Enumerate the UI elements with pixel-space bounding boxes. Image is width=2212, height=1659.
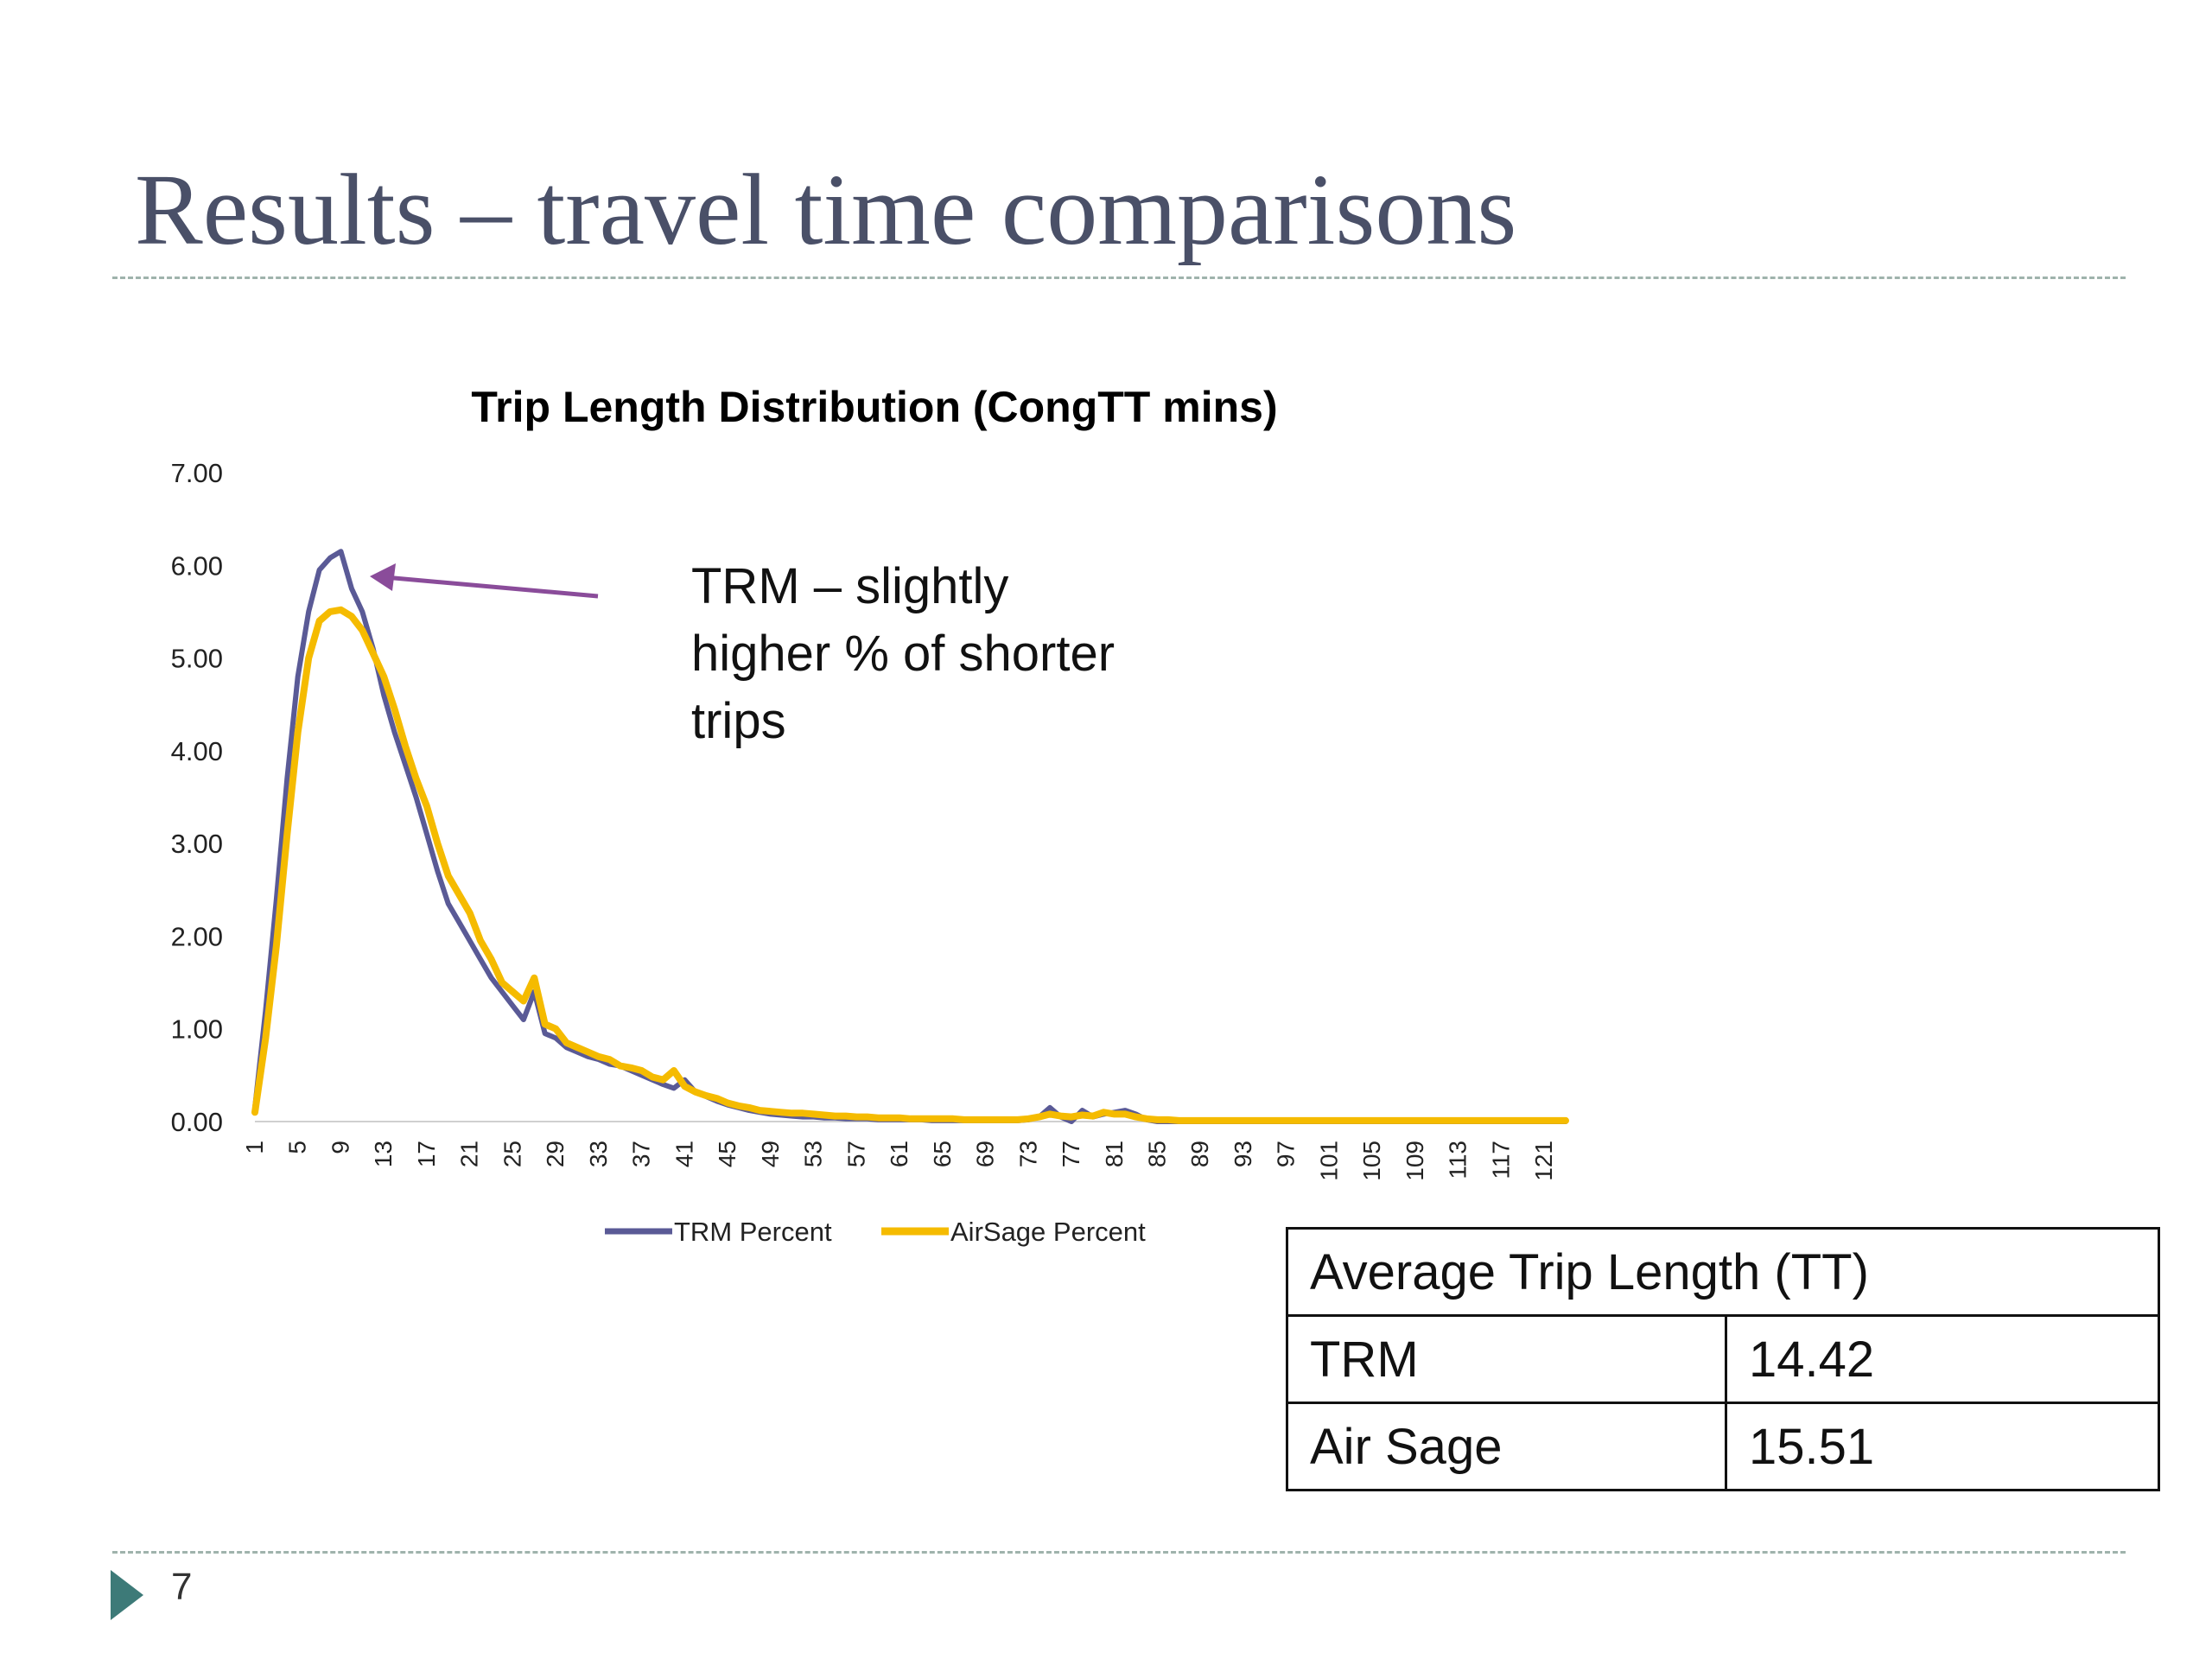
page-number: 7 <box>171 1566 193 1608</box>
x-tick-label: 97 <box>1273 1141 1300 1167</box>
y-tick-label: 2.00 <box>171 921 223 951</box>
chart-title: Trip Length Distribution (CongTT mins) <box>471 383 1277 431</box>
x-tick-label: 117 <box>1487 1141 1514 1179</box>
x-tick-label: 109 <box>1402 1141 1428 1181</box>
x-tick-label: 81 <box>1101 1141 1128 1167</box>
y-tick-label: 6.00 <box>171 550 223 581</box>
x-tick-label: 25 <box>499 1141 525 1167</box>
x-tick-label: 53 <box>800 1141 827 1167</box>
series-lines <box>251 549 1569 1124</box>
y-tick-label: 0.00 <box>171 1107 223 1137</box>
x-tick-label: 45 <box>714 1141 741 1167</box>
annotation-line: higher % of shorter <box>691 626 1116 682</box>
average-trip-length-table: Average Trip Length (TT) TRM 14.42 Air S… <box>1286 1227 2160 1491</box>
table-row: TRM 14.42 <box>1286 1314 2160 1404</box>
slide-title: Results – travel time comparisons <box>135 153 1517 266</box>
annotation-arrow-head <box>370 563 396 591</box>
table-header-row: Average Trip Length (TT) <box>1286 1227 2160 1317</box>
x-tick-label: 1 <box>241 1141 268 1154</box>
x-tick-label: 105 <box>1358 1141 1385 1181</box>
y-tick-label: 3.00 <box>171 829 223 859</box>
table-cell-value: 14.42 <box>1725 1314 2160 1404</box>
y-tick-label: 4.00 <box>171 736 223 766</box>
y-tick-label: 5.00 <box>171 644 223 674</box>
legend-label: TRM Percent <box>674 1217 832 1247</box>
y-tick-label: 1.00 <box>171 1014 223 1045</box>
x-tick-label: 21 <box>456 1141 483 1167</box>
x-tick-label: 121 <box>1530 1141 1557 1181</box>
x-tick-label: 57 <box>842 1141 869 1167</box>
x-tick-label: 73 <box>1014 1141 1041 1167</box>
x-tick-label: 5 <box>284 1141 311 1154</box>
x-tick-label: 13 <box>370 1141 397 1167</box>
x-tick-label: 37 <box>628 1141 655 1167</box>
x-tick-label: 17 <box>413 1141 440 1167</box>
x-tick-label: 85 <box>1143 1141 1170 1167</box>
x-tick-label: 89 <box>1186 1141 1213 1167</box>
x-tick-label: 65 <box>929 1141 956 1167</box>
annotation-line: trips <box>691 693 786 749</box>
chart-annotation: TRM – slightly higher % of shorter trips <box>691 553 1227 755</box>
x-tick-label: 9 <box>327 1141 353 1154</box>
x-tick-label: 93 <box>1230 1141 1256 1167</box>
series-line-airsage <box>251 606 1569 1124</box>
x-tick-label: 101 <box>1315 1141 1342 1181</box>
table-cell-label: TRM <box>1286 1314 1727 1404</box>
x-tick-label: 41 <box>671 1141 697 1167</box>
table-cell-value: 15.51 <box>1725 1402 2160 1491</box>
table-row: Air Sage 15.51 <box>1286 1402 2160 1491</box>
y-tick-label: 7.00 <box>171 458 223 488</box>
x-axis-ticks: 1 5 9 13 17 21 25 29 33 37 41 45 49 53 57 61 65 69 73 77 81 8… <box>241 1141 1557 1181</box>
x-tick-label: 29 <box>542 1141 569 1167</box>
title-divider <box>112 276 2126 279</box>
chart-legend: TRM Percent AirSage Percent <box>605 1217 1146 1247</box>
annotation-arrow-shaft <box>384 575 599 599</box>
annotation-line: TRM – slightly <box>691 558 1009 614</box>
x-tick-label: 49 <box>757 1141 784 1167</box>
x-tick-label: 61 <box>886 1141 912 1167</box>
table-header: Average Trip Length (TT) <box>1286 1227 2160 1317</box>
footer-arrow-icon <box>111 1570 143 1620</box>
x-tick-label: 77 <box>1058 1141 1084 1167</box>
footer-divider <box>112 1551 2126 1554</box>
x-tick-label: 33 <box>585 1141 612 1167</box>
table-cell-label: Air Sage <box>1286 1402 1727 1491</box>
legend-label: AirSage Percent <box>950 1217 1146 1247</box>
x-tick-label: 69 <box>972 1141 999 1167</box>
x-tick-label: 113 <box>1445 1141 1471 1179</box>
y-axis-ticks: 0.00 1.00 2.00 3.00 4.00 5.00 6.00 7.00 <box>171 458 223 1137</box>
